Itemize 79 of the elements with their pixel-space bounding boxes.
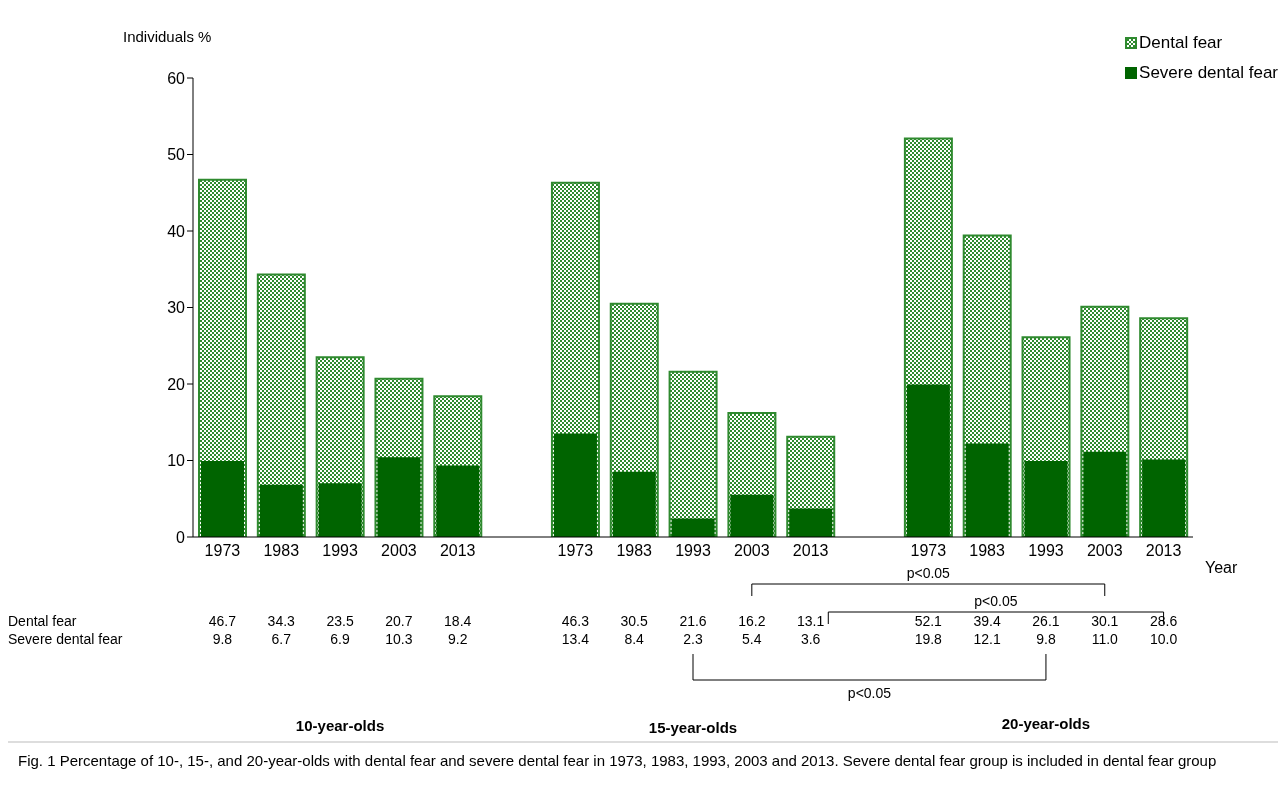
bracket: p<0.05	[751, 565, 1106, 597]
x-tick-label: 2003	[1086, 542, 1123, 560]
x-tick-label: 1983	[969, 542, 1006, 560]
bar	[965, 443, 1009, 537]
text: Severe dental fear	[8, 631, 123, 647]
data-label: 21.6	[679, 613, 707, 629]
text: 10-year-olds	[295, 717, 385, 734]
data-label: 9.8	[212, 631, 233, 647]
data-label: 3.6	[800, 631, 821, 647]
bar	[1024, 461, 1068, 537]
data-label: 28.6	[1149, 613, 1178, 629]
bar	[553, 433, 597, 537]
y-tick-label: 40	[167, 222, 186, 240]
x-tick-label: 1983	[263, 542, 300, 560]
x-tick-label: 1993	[322, 542, 358, 560]
bar	[1083, 451, 1127, 537]
text: 15-year-olds	[648, 719, 738, 736]
x-axis-title: Year	[1205, 559, 1238, 577]
data-label: 52.1	[914, 613, 943, 629]
bar	[377, 457, 421, 537]
data-label: 10.0	[1149, 631, 1178, 647]
x-tick-label: 2013	[1145, 542, 1182, 560]
bar	[906, 384, 950, 537]
bar	[1142, 459, 1186, 537]
data-label: 19.8	[914, 631, 943, 647]
y-tick-label: 20	[167, 375, 186, 393]
data-label: 9.2	[447, 631, 468, 647]
x-tick-label: 1973	[910, 542, 947, 560]
data-label: 5.4	[742, 631, 762, 647]
y-tick-label: 10	[167, 452, 186, 470]
x-tick-label: 2013	[439, 542, 476, 560]
legend-label: Dental fear	[1139, 33, 1223, 53]
data-label: 18.4	[444, 613, 472, 629]
x-tick-label: 1993	[1028, 542, 1064, 560]
bar	[671, 518, 715, 537]
bar	[612, 471, 656, 537]
data-label: 30.5	[620, 613, 649, 629]
data-label: 12.1	[973, 631, 1001, 647]
bar	[789, 508, 833, 537]
data-label: 8.4	[624, 631, 645, 647]
y-axis-title: Individuals %	[123, 28, 212, 45]
data-label: 9.8	[1036, 631, 1056, 647]
data-label: 30.1	[1091, 613, 1119, 629]
data-label: 26.1	[1032, 613, 1060, 629]
bar	[201, 461, 244, 537]
data-label: 34.3	[267, 613, 296, 629]
x-tick-label: 2003	[734, 542, 770, 560]
data-label: 13.4	[561, 631, 590, 647]
data-label: 2.3	[683, 631, 703, 647]
legend-label: Severe dental fear	[1139, 63, 1278, 83]
data-label: 11.0	[1091, 631, 1119, 647]
bar	[318, 483, 362, 537]
x-tick-label: 1973	[204, 542, 241, 560]
data-label: 46.7	[208, 613, 237, 629]
y-tick-label: 50	[167, 146, 186, 164]
y-tick-label: 30	[167, 299, 186, 317]
x-tick-label: 1973	[557, 542, 594, 560]
bar	[259, 484, 303, 537]
x-tick-label: 2003	[381, 542, 417, 560]
x-tick-label: 2013	[792, 542, 829, 560]
data-label: 16.2	[738, 613, 766, 629]
y-tick-label: 0	[176, 528, 186, 546]
text: Dental fear	[8, 613, 77, 629]
data-label: 10.3	[385, 631, 413, 647]
caption: Fig. 1 Percentage of 10-, 15-, and 20-year-olds with dental fear and severe dental fear in 1973, 1983, 1993, 2003 and 2013. Severe dental fear group is included in dental fear group	[18, 751, 1218, 771]
data-label: 20.7	[385, 613, 413, 629]
bracket: p<0.05	[692, 653, 1047, 701]
data-label: 39.4	[973, 613, 1001, 629]
data-label: 13.1	[797, 613, 825, 629]
data-label: 46.3	[561, 613, 590, 629]
y-tick-label: 60	[167, 69, 186, 87]
x-tick-label: 1983	[616, 542, 653, 560]
data-label: 6.9	[330, 631, 350, 647]
bar	[730, 494, 774, 537]
data-label: 6.7	[271, 631, 292, 647]
text: 20-year-olds	[1001, 715, 1091, 732]
x-tick-label: 1993	[675, 542, 711, 560]
bar	[436, 465, 480, 537]
data-label: 23.5	[326, 613, 354, 629]
